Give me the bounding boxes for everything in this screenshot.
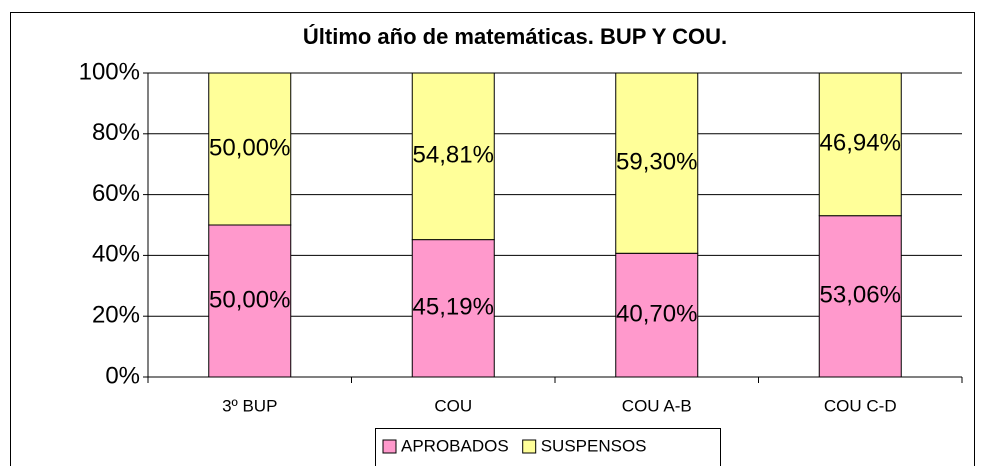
legend-swatch <box>382 439 397 454</box>
legend-swatch <box>522 439 537 454</box>
bar-segment <box>818 72 902 217</box>
legend-label: APROBADOS <box>401 436 509 455</box>
bar-segment <box>208 72 292 226</box>
bar-segment <box>411 72 495 241</box>
bar-segment <box>208 224 292 378</box>
data-label: 40,70% <box>616 300 697 327</box>
x-tick-label: COU A-B <box>622 396 692 415</box>
data-label: 54,81% <box>413 142 494 169</box>
chart-title: Último año de matemáticas. BUP Y COU. <box>303 24 727 49</box>
data-label: 53,06% <box>820 282 901 309</box>
bar-segment <box>615 252 699 378</box>
data-label: 50,00% <box>209 134 290 161</box>
legend-box <box>375 428 721 466</box>
y-tick-label: 100% <box>79 58 140 85</box>
y-tick-label: 60% <box>92 180 140 207</box>
x-tick-label: 3º BUP <box>222 396 277 415</box>
legend-label: SUSPENSOS <box>541 436 647 455</box>
data-label: 50,00% <box>209 286 290 313</box>
data-label: 46,94% <box>820 130 901 157</box>
data-label: 45,19% <box>413 294 494 321</box>
data-label: 59,30% <box>616 148 697 175</box>
y-tick-label: 40% <box>92 241 140 268</box>
y-tick-label: 0% <box>105 362 140 389</box>
y-tick-label: 80% <box>92 119 140 146</box>
bar-segment <box>818 215 902 378</box>
x-tick-label: COU C-D <box>824 396 897 415</box>
y-tick-label: 20% <box>92 302 140 329</box>
bar-segment <box>615 72 699 254</box>
x-tick-label: COU <box>434 396 472 415</box>
